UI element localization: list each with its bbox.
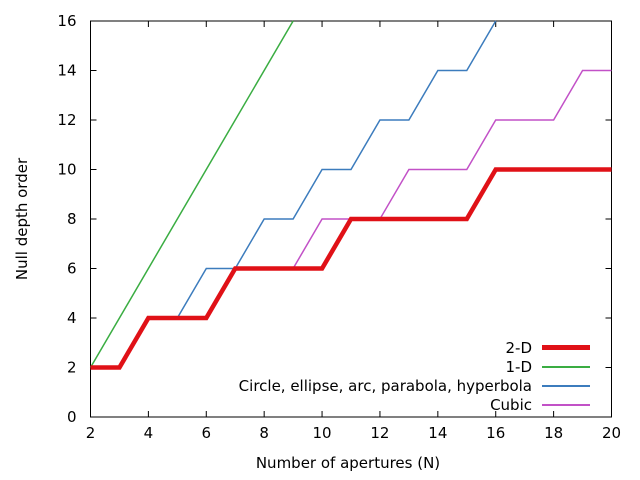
y-tick-label: 6 bbox=[67, 260, 77, 278]
series-line-3 bbox=[90, 20, 497, 369]
legend-label-2d: 2-D bbox=[505, 338, 532, 357]
legend-label-conics: Circle, ellipse, arc, parabola, hyperbol… bbox=[238, 376, 532, 395]
y-tick-label: 12 bbox=[57, 111, 76, 129]
x-tick-label: 8 bbox=[259, 424, 269, 442]
legend-label-cubic: Cubic bbox=[490, 395, 532, 414]
legend-item-2d: 2-D bbox=[239, 338, 590, 357]
y-axis-title: Null depth order bbox=[13, 157, 31, 281]
x-tick-label: 18 bbox=[544, 424, 563, 442]
legend-item-conics: Circle, ellipse, arc, parabola, hyperbol… bbox=[239, 376, 590, 395]
y-tick-label: 10 bbox=[57, 161, 76, 179]
x-tick-label: 6 bbox=[202, 424, 212, 442]
x-tick-label: 16 bbox=[486, 424, 505, 442]
y-tick-label: 14 bbox=[57, 62, 76, 80]
x-tick-label: 4 bbox=[144, 424, 154, 442]
x-tick-label: 2 bbox=[86, 424, 96, 442]
x-tick-label: 10 bbox=[313, 424, 332, 442]
series-line-2 bbox=[89, 20, 294, 368]
legend-item-cubic: Cubic bbox=[239, 395, 590, 414]
x-tick-label: 14 bbox=[428, 424, 447, 442]
x-tick-label: 12 bbox=[370, 424, 389, 442]
y-tick-label: 16 bbox=[57, 12, 76, 30]
y-tick-label: 4 bbox=[67, 309, 77, 327]
y-tick-label: 2 bbox=[67, 359, 77, 377]
x-axis-title: Number of apertures (N) bbox=[255, 454, 441, 472]
series-line-1 bbox=[90, 167, 612, 370]
y-tick-label: 8 bbox=[67, 210, 77, 228]
y-tick-label: 0 bbox=[67, 408, 77, 426]
legend-line-sample-cubic bbox=[542, 403, 590, 406]
x-tick-label: 20 bbox=[602, 424, 621, 442]
legend-line-sample-1d bbox=[542, 365, 590, 368]
legend-item-1d: 1-D bbox=[239, 357, 590, 376]
legend-line-sample-conics bbox=[542, 384, 590, 387]
legend-line-sample-2d bbox=[542, 345, 590, 350]
legend-label-1d: 1-D bbox=[505, 357, 532, 376]
legend: 2-D 1-D Circle, ellipse, arc, parabola, … bbox=[239, 338, 590, 414]
